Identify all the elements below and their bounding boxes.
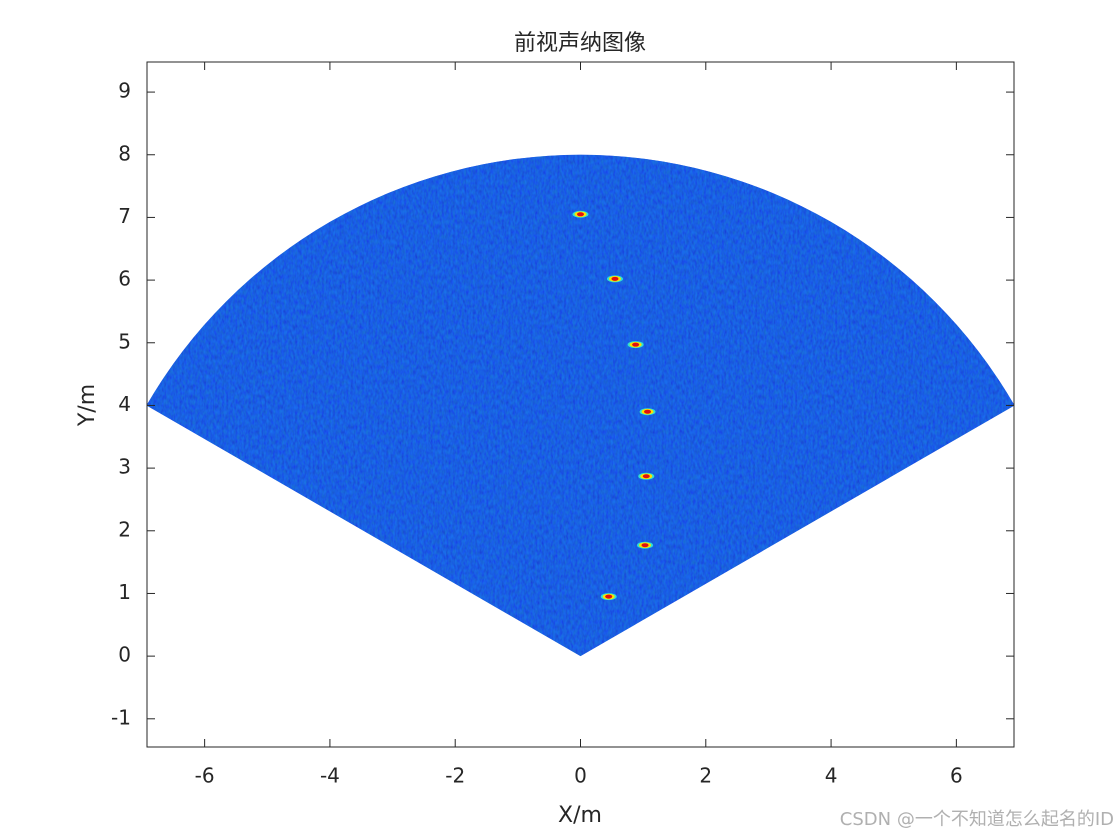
target-core xyxy=(632,342,640,347)
x-tick-label: -6 xyxy=(195,764,215,788)
target xyxy=(572,210,589,218)
plot-content xyxy=(147,154,1014,657)
target xyxy=(627,341,644,349)
target-core xyxy=(611,276,619,281)
x-axis-label: X/m xyxy=(558,803,602,828)
target-core xyxy=(641,543,649,548)
target xyxy=(600,593,617,601)
y-tick-label: 1 xyxy=(118,580,131,604)
target xyxy=(606,275,623,283)
x-tick-label: 0 xyxy=(574,764,587,788)
target-core xyxy=(577,212,584,217)
watermark: CSDN @一个不知道怎么起名的ID xyxy=(840,809,1114,830)
target xyxy=(638,472,655,480)
target-core xyxy=(644,409,652,414)
y-tick-label: 2 xyxy=(118,517,131,541)
x-tick-label: -2 xyxy=(445,764,465,788)
y-tick-label: 8 xyxy=(118,141,131,165)
target-core xyxy=(605,594,613,599)
chart-title: 前视声纳图像 xyxy=(514,31,646,56)
x-tick-label: 6 xyxy=(950,764,963,788)
y-tick-label: -1 xyxy=(111,705,131,729)
y-tick-label: 4 xyxy=(118,392,131,416)
y-tick-label: 5 xyxy=(118,329,131,353)
y-tick-label: 3 xyxy=(118,455,131,479)
y-axis-label: Y/m xyxy=(75,384,100,427)
y-tick-label: 7 xyxy=(118,204,131,228)
y-tick-label: 0 xyxy=(118,643,131,667)
y-tick-label: 9 xyxy=(118,79,131,103)
x-tick-label: -4 xyxy=(320,764,340,788)
sonar-texture xyxy=(147,154,1014,657)
target-core xyxy=(642,474,650,479)
axes: -6 -4 -2 0 2 4 6 -1 0 1 2 3 4 5 6 7 8 9 xyxy=(111,61,1015,788)
target xyxy=(639,408,656,416)
target xyxy=(637,541,654,549)
x-tick-label: 4 xyxy=(825,764,838,788)
y-tick-label: 6 xyxy=(118,267,131,291)
x-tick-label: 2 xyxy=(699,764,712,788)
